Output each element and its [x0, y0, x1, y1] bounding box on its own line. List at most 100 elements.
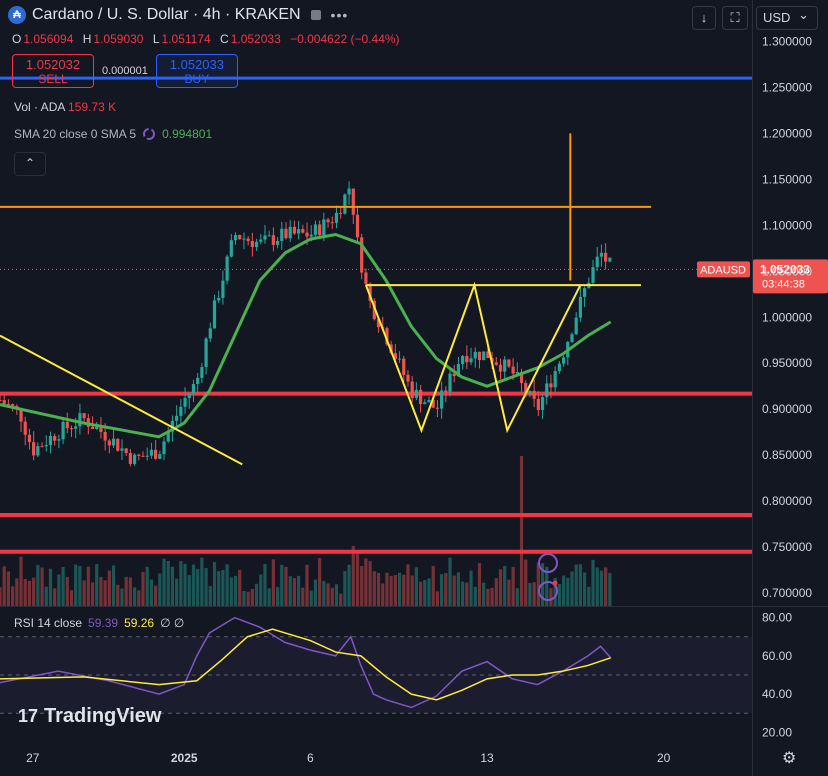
download-button[interactable]: ↓: [692, 6, 716, 30]
candle-body: [477, 351, 482, 361]
volume-bar: [65, 577, 69, 606]
volume-bar: [465, 582, 469, 606]
volume-bar: [23, 579, 27, 606]
candle-body: [343, 194, 347, 214]
gear-icon[interactable]: ⚙: [782, 750, 797, 767]
currency-select[interactable]: USD ⌄: [756, 6, 818, 30]
volume-bar: [170, 566, 175, 606]
candle-body: [561, 357, 566, 364]
more-icon[interactable]: •••: [330, 7, 349, 23]
yellow-trendline: [0, 334, 243, 466]
candle-body: [250, 240, 254, 248]
candle-body: [242, 238, 246, 240]
collapse-button[interactable]: ⌃: [14, 152, 46, 176]
candle-body: [595, 256, 599, 268]
sell-button[interactable]: 1.052032 SELL: [12, 54, 94, 88]
rsi-legend[interactable]: RSI 14 close 59.39 59.26 ∅ ∅: [14, 616, 184, 630]
volume-bar: [343, 571, 347, 606]
volume-bar: [187, 575, 191, 606]
candle-body: [297, 229, 301, 234]
candle-body: [452, 373, 456, 377]
candle-body: [11, 404, 15, 407]
volume-bar: [15, 578, 19, 606]
candle-body: [397, 358, 402, 360]
flag-icon[interactable]: [310, 10, 321, 20]
candle-body: [519, 372, 524, 384]
candle-body: [574, 317, 578, 335]
price-tick-label: 0.700000: [762, 586, 812, 600]
price-tag-text: 1.052033: [760, 262, 810, 276]
price-tick-label: 1.300000: [762, 34, 812, 48]
volume-bar: [128, 577, 132, 606]
volume-bar: [372, 571, 376, 606]
candle-body: [48, 436, 53, 446]
tradingview-text: TradingView: [44, 705, 162, 727]
buy-button[interactable]: 1.052033 BUY: [155, 54, 238, 88]
price-tick-label: 1.250000: [762, 80, 812, 94]
volume-bar: [225, 564, 229, 606]
yellow-trendline: [364, 281, 582, 434]
rsi-ma-value: 59.26: [124, 616, 155, 630]
candle-body: [162, 441, 166, 455]
candle-body: [111, 438, 116, 446]
volume-bar: [385, 572, 389, 606]
candle-body: [82, 413, 86, 419]
bolt-icon: [538, 581, 558, 601]
rsi-ma-line: [0, 628, 611, 701]
candle-body: [583, 288, 587, 297]
candle-body: [103, 432, 107, 441]
volume-bar: [414, 567, 418, 606]
sell-price: 1.052032: [25, 57, 81, 72]
volume-bar: [448, 557, 452, 606]
candle-body: [540, 397, 545, 410]
chevron-up-icon: ⌃: [24, 156, 36, 170]
fullscreen-button[interactable]: ⛶: [722, 6, 748, 30]
volume-bar: [339, 593, 343, 606]
sell-label: SELL: [38, 72, 68, 86]
volume-bar: [393, 575, 397, 606]
candle-body: [246, 238, 250, 241]
candle-body: [410, 381, 414, 398]
time-tick-label: 6: [307, 751, 314, 765]
volume-bar: [587, 586, 591, 606]
volume-legend[interactable]: Vol · ADA 159.73 K: [14, 100, 116, 114]
cardano-icon: ₳: [8, 6, 26, 24]
volume-bar: [608, 573, 612, 606]
candle-body: [53, 436, 57, 441]
candle-body: [444, 390, 448, 393]
volume-bar: [326, 583, 330, 606]
sma-legend[interactable]: SMA 20 close 0 SMA 5 0.994801: [14, 127, 212, 141]
time-tick-label: 2025: [171, 751, 198, 765]
volume-bar: [0, 587, 2, 606]
candle-body: [309, 234, 313, 237]
chart-header: ₳ Cardano / U. S. Dollar · 4h · KRAKEN •…: [8, 6, 348, 24]
candle-body: [536, 398, 540, 410]
volume-bar: [406, 564, 410, 606]
volume-bar: [364, 558, 368, 606]
volume-bar: [267, 588, 271, 606]
symbol-title[interactable]: Cardano / U. S. Dollar · 4h · KRAKEN: [32, 6, 301, 23]
volume-bar: [166, 560, 170, 606]
sync-icon[interactable]: [142, 127, 156, 141]
volume-bar: [48, 568, 53, 606]
candle-body: [301, 229, 305, 233]
candle-body: [196, 377, 200, 385]
low-label: L: [152, 32, 160, 46]
volume-bar: [78, 566, 82, 606]
candle-body: [318, 224, 322, 236]
volume-bar: [284, 566, 288, 606]
price-tick-label: 1.150000: [762, 172, 812, 186]
rsi-tick-label: 20.00: [762, 725, 792, 739]
candle-body: [40, 446, 44, 448]
candle-body: [175, 415, 179, 421]
candle-body: [608, 257, 612, 262]
candle-body: [503, 359, 507, 372]
candle-body: [74, 426, 78, 429]
candle-body: [604, 252, 608, 262]
volume-bar: [132, 587, 137, 606]
volume-bar: [444, 573, 448, 606]
volume-bar: [250, 588, 254, 606]
candle-body: [557, 363, 561, 372]
sma-line: [0, 232, 612, 439]
